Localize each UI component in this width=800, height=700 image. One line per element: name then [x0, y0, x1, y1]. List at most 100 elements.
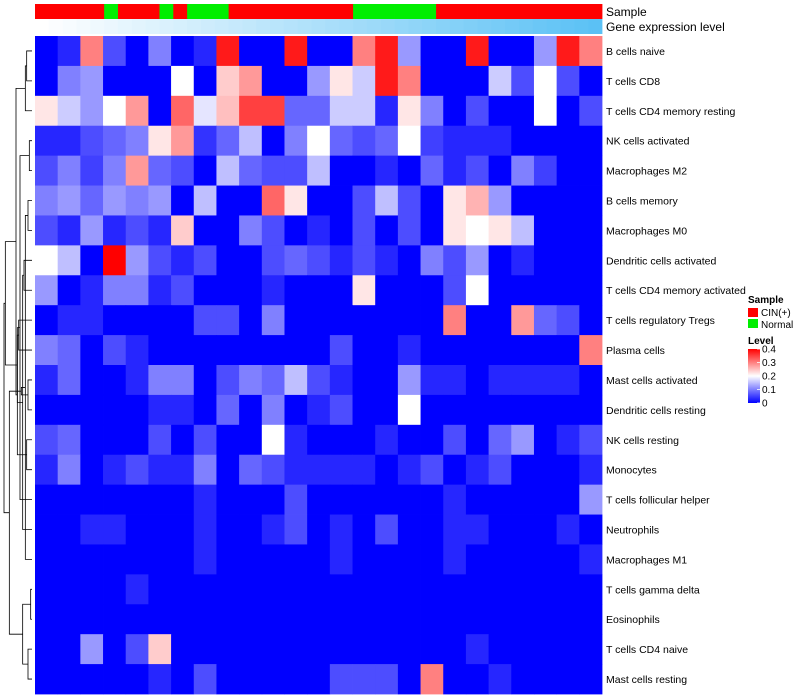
heatmap-cell [239, 215, 263, 246]
heatmap-cell [261, 245, 285, 276]
row-label: Macrophages M0 [606, 225, 687, 237]
heatmap-cell [352, 335, 376, 366]
heatmap-cell [80, 394, 104, 426]
heatmap-cell [216, 664, 240, 695]
heatmap-cell [125, 365, 149, 396]
heatmap-cell [148, 305, 172, 336]
heatmap-cell [352, 604, 376, 635]
heatmap-cell [193, 365, 217, 396]
expression-track-cell [104, 19, 119, 34]
expression-track-cell [270, 19, 285, 34]
heatmap-cell [103, 604, 127, 635]
row-label: T cells gamma delta [606, 584, 700, 596]
heatmap-cell [148, 574, 172, 605]
heatmap-cell [239, 365, 263, 396]
heatmap-cell [556, 335, 580, 366]
heatmap-cell [171, 65, 195, 97]
level-tick-label: 0 [762, 399, 768, 410]
heatmap-cell [239, 275, 263, 306]
heatmap-cell [216, 574, 240, 605]
heatmap-cell [420, 604, 444, 635]
heatmap-cell [465, 664, 489, 695]
heatmap-cell [556, 245, 580, 276]
heatmap-cell [465, 544, 489, 575]
heatmap-cell [397, 65, 421, 97]
dendrogram-branch [26, 50, 32, 82]
heatmap-cell [148, 484, 172, 515]
heatmap-cell [125, 634, 149, 665]
heatmap-cell [239, 394, 263, 426]
heatmap-cell [35, 574, 59, 605]
heatmap-cell [465, 574, 489, 605]
heatmap-cell [35, 245, 59, 276]
heatmap-cell [488, 544, 512, 575]
heatmap-cell [397, 185, 421, 216]
heatmap-cell [375, 36, 399, 67]
heatmap-cell [420, 215, 444, 246]
heatmap-cell [125, 664, 149, 695]
row-label: Mast cells activated [606, 375, 698, 387]
legend-swatch-cin [748, 308, 758, 317]
heatmap-cell [216, 424, 240, 456]
heatmap-cell [443, 36, 467, 67]
heatmap-cell [488, 514, 512, 545]
heatmap-cell [352, 275, 376, 306]
heatmap-cell [579, 454, 603, 486]
heatmap-cell [375, 335, 399, 366]
heatmap-cell [125, 185, 149, 216]
sample-track-cell [477, 4, 492, 19]
heatmap-cell [148, 185, 172, 216]
heatmap-cell [579, 245, 603, 276]
heatmap-cell [125, 544, 149, 575]
heatmap-cell [375, 365, 399, 396]
heatmap-cell [488, 36, 512, 67]
heatmap-cell [103, 394, 127, 426]
heatmap-cell [103, 634, 127, 665]
heatmap-cell [329, 125, 353, 157]
heatmap-cell [261, 335, 285, 366]
row-label: B cells naive [606, 46, 665, 58]
level-tick-label: 0.2 [762, 372, 776, 383]
heatmap-cell [239, 245, 263, 276]
heatmap-cell [556, 305, 580, 336]
expression-track-cell [477, 19, 492, 34]
heatmap-cell [284, 36, 308, 67]
heatmap-cell [284, 65, 308, 97]
heatmap-cell [57, 424, 81, 456]
heatmap-cell [216, 36, 240, 67]
heatmap-cell [511, 365, 535, 396]
heatmap-cell [375, 155, 399, 186]
heatmap-cell [125, 335, 149, 366]
heatmap-cell [103, 36, 127, 67]
heatmap-cell [216, 454, 240, 486]
heatmap-cell [57, 634, 81, 665]
heatmap-cell [216, 514, 240, 545]
heatmap-cell [420, 335, 444, 366]
sample-track-cell [117, 4, 133, 19]
heatmap-cell [216, 65, 240, 97]
heatmap-cell [511, 275, 535, 306]
heatmap-cell [307, 394, 331, 426]
heatmap-cell [420, 634, 444, 665]
heatmap-cell [556, 664, 580, 695]
heatmap-cell [533, 634, 558, 665]
heatmap-cell [284, 95, 308, 127]
heatmap-cell [443, 245, 467, 276]
heatmap-cell [35, 394, 59, 426]
expression-track-cell [380, 19, 395, 34]
heatmap-cell [193, 514, 217, 545]
heatmap-cell [443, 125, 467, 157]
heatmap-cell [261, 125, 285, 157]
expression-track-cell [546, 19, 561, 34]
heatmap-cell [556, 424, 580, 456]
heatmap-cell [352, 365, 376, 396]
heatmap-cell [443, 365, 467, 396]
heatmap-cell [57, 574, 81, 605]
dendrogram-branch [3, 302, 10, 514]
row-label: Plasma cells [606, 345, 665, 357]
sample-track-cell [200, 4, 216, 19]
heatmap-cell [216, 394, 240, 426]
heatmap-cell [148, 424, 172, 456]
heatmap-cell [125, 394, 149, 426]
row-label: NK cells resting [606, 435, 679, 447]
